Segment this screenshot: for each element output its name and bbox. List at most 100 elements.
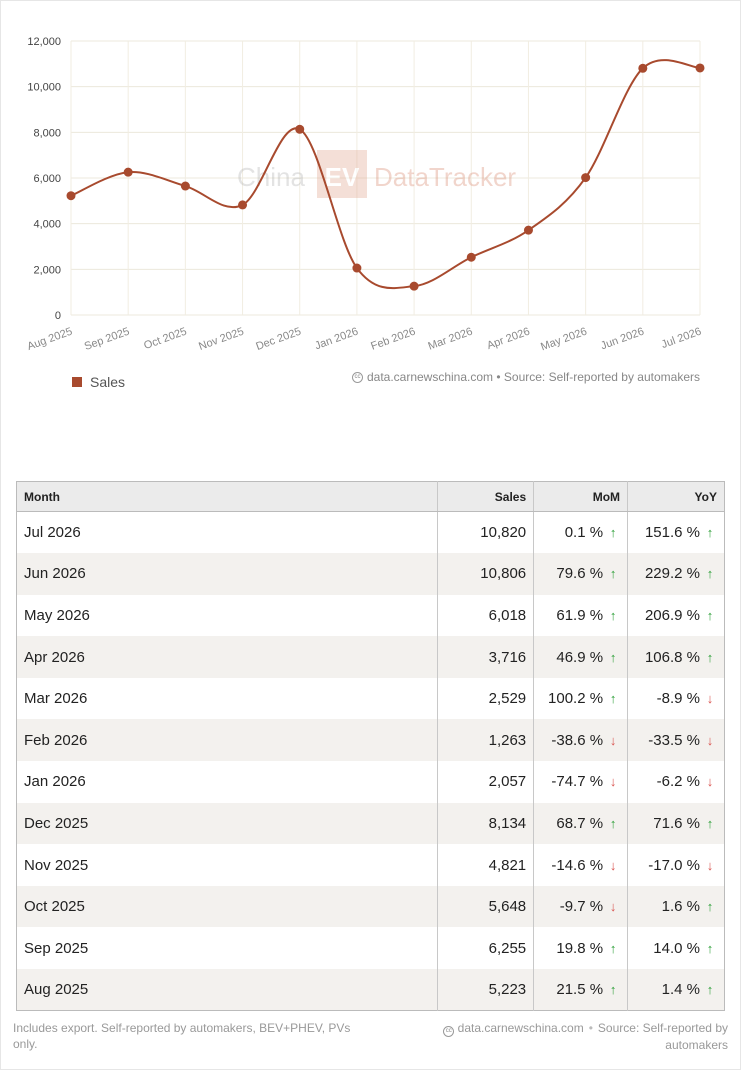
cell-mom: 0.1 % ↑ — [533, 511, 628, 554]
data-point[interactable] — [695, 63, 705, 73]
column-header-month[interactable]: Month — [16, 481, 438, 512]
data-point[interactable] — [295, 124, 305, 134]
cell-mom: 100.2 % ↑ — [533, 677, 628, 720]
cell-sales-value: 10,820 — [480, 524, 527, 542]
data-point[interactable] — [352, 263, 362, 273]
cell-yoy-value: 1.6 % — [661, 898, 700, 916]
cell-mom-value: -14.6 % — [551, 856, 604, 874]
cell-mom: 19.8 % ↑ — [533, 927, 628, 970]
y-tick-label: 2,000 — [33, 264, 61, 276]
footer-site-link[interactable]: data.carnewschina.com — [457, 1021, 584, 1035]
chart-grid — [70, 40, 701, 316]
cell-sales: 10,806 — [437, 553, 534, 595]
data-point[interactable] — [523, 225, 533, 235]
y-tick-label: 10,000 — [27, 82, 61, 94]
creative-commons-icon: cc — [351, 371, 363, 383]
table-row[interactable]: Sep 2025 6,255 19.8 % ↑ 14.0 % ↑ — [17, 927, 725, 970]
data-point[interactable] — [581, 173, 591, 183]
column-header-yoy[interactable]: YoY — [627, 481, 725, 512]
sales-series-points — [66, 63, 705, 291]
arrow-up-icon: ↑ — [706, 815, 714, 831]
cell-sales: 6,255 — [437, 927, 534, 970]
cell-mom-value: 68.7 % — [556, 814, 604, 832]
cell-yoy: 229.2 % ↑ — [627, 553, 725, 595]
table-body: Jul 2026 10,820 0.1 % ↑ 151.6 % ↑ Jun 2026 10,8… — [16, 511, 725, 1011]
cell-mom: 21.5 % ↑ — [533, 969, 628, 1011]
cell-mom: 79.6 % ↑ — [533, 553, 628, 595]
cell-month-value: Feb 2026 — [24, 731, 88, 749]
data-point[interactable] — [123, 167, 133, 177]
cell-month: Oct 2025 — [16, 885, 438, 928]
arrow-up-icon: ↑ — [706, 607, 714, 623]
table-row[interactable]: Feb 2026 1,263 -38.6 % ↓ -33.5 % ↓ — [16, 719, 725, 762]
watermark-text-right: DataTracker — [374, 162, 516, 192]
table-row[interactable]: Mar 2026 2,529 100.2 % ↑ -8.9 % ↓ — [17, 677, 725, 720]
y-tick-label: 12,000 — [27, 36, 61, 48]
x-tick-label: May 2026 — [539, 326, 589, 354]
data-point[interactable] — [238, 200, 248, 210]
cell-month-value: Oct 2025 — [24, 898, 85, 916]
data-point[interactable] — [466, 252, 476, 262]
x-tick-label: Aug 2025 — [26, 326, 74, 353]
cell-mom-value: 100.2 % — [548, 690, 604, 708]
arrow-up-icon: ↑ — [609, 566, 617, 582]
cell-sales: 3,716 — [437, 636, 534, 678]
x-tick-label: Apr 2026 — [485, 326, 531, 353]
arrow-down-icon: ↓ — [706, 732, 714, 748]
cell-mom-value: 0.1 % — [564, 524, 604, 542]
data-point[interactable] — [638, 63, 648, 73]
data-point[interactable] — [409, 281, 419, 291]
footer-credit: cc data.carnewschina.com • Source: Self-re… — [418, 1020, 728, 1053]
x-tick-label: Jan 2026 — [313, 326, 360, 353]
chart-legend[interactable]: Sales — [72, 374, 125, 390]
cell-mom-value: 21.5 % — [556, 981, 604, 999]
column-header-mom[interactable]: MoM — [533, 481, 628, 512]
cell-yoy-value: 1.4 % — [661, 981, 700, 999]
arrow-up-icon: ↑ — [609, 815, 617, 831]
cell-month: Jul 2026 — [17, 512, 438, 554]
arrow-up-icon: ↑ — [609, 982, 617, 998]
cell-sales-value: 8,134 — [488, 814, 527, 832]
table-row[interactable]: May 2026 6,018 61.9 % ↑ 206.9 % ↑ — [17, 594, 725, 637]
data-point[interactable] — [66, 191, 76, 201]
cell-month: Jun 2026 — [16, 553, 438, 595]
data-point[interactable] — [180, 181, 190, 191]
cell-yoy: -33.5 % ↓ — [627, 719, 725, 762]
table-header-row: Month Sales MoM YoY — [16, 481, 725, 512]
y-tick-label: 0 — [55, 310, 61, 322]
table-row[interactable]: Jun 2026 10,806 79.6 % ↑ 229.2 % ↑ — [16, 553, 725, 595]
watermark-badge-text: EV — [325, 162, 360, 192]
cell-yoy-value: 206.9 % — [644, 606, 700, 624]
cell-sales-value: 3,716 — [488, 648, 527, 666]
cell-month: Aug 2025 — [16, 969, 438, 1011]
cell-sales: 2,529 — [437, 677, 534, 720]
table-row[interactable]: Jan 2026 2,057 -74.7 % ↓ -6.2 % ↓ — [17, 761, 725, 803]
cell-mom-value: -74.7 % — [551, 773, 604, 791]
cell-yoy-value: -33.5 % — [648, 731, 700, 749]
cell-sales-value: 10,806 — [480, 565, 527, 583]
column-header-sales[interactable]: Sales — [437, 481, 534, 512]
arrow-up-icon: ↑ — [609, 525, 617, 541]
cell-month: Apr 2026 — [16, 636, 438, 678]
cell-mom: 46.9 % ↑ — [533, 636, 628, 678]
arrow-down-icon: ↓ — [706, 857, 714, 873]
table-row[interactable]: Oct 2025 5,648 -9.7 % ↓ 1.6 % ↑ — [16, 885, 725, 928]
arrow-up-icon: ↑ — [706, 899, 714, 915]
table-row[interactable]: Apr 2026 3,716 46.9 % ↑ 106.8 % ↑ — [16, 636, 725, 678]
arrow-up-icon: ↑ — [706, 982, 714, 998]
table-row[interactable]: Dec 2025 8,134 68.7 % ↑ 71.6 % ↑ — [16, 802, 725, 845]
cell-month: Feb 2026 — [16, 719, 438, 762]
cell-month: Sep 2025 — [17, 927, 438, 969]
table-row[interactable]: Aug 2025 5,223 21.5 % ↑ 1.4 % ↑ — [16, 969, 725, 1011]
cell-month-value: Mar 2026 — [24, 690, 88, 708]
arrow-down-icon: ↓ — [706, 691, 714, 707]
table-row[interactable]: Nov 2025 4,821 -14.6 % ↓ -17.0 % ↓ — [17, 844, 725, 886]
x-tick-label: Jun 2026 — [599, 326, 646, 353]
table-row[interactable]: Jul 2026 10,820 0.1 % ↑ 151.6 % ↑ — [17, 511, 725, 554]
legend-swatch — [72, 377, 82, 387]
cell-yoy: 1.6 % ↑ — [627, 885, 725, 928]
cell-yoy-value: 14.0 % — [653, 939, 700, 957]
cell-yoy: -6.2 % ↓ — [627, 761, 725, 803]
cell-yoy: 14.0 % ↑ — [627, 927, 725, 970]
cell-month: Dec 2025 — [16, 802, 438, 845]
